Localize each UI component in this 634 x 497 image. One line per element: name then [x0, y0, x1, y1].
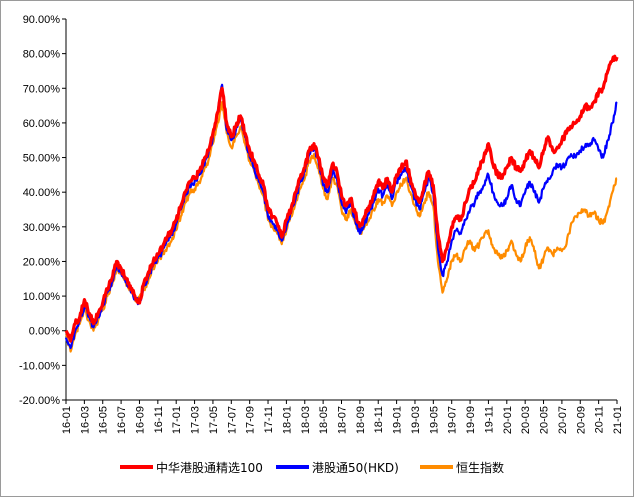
x-tick-label: 17-01 — [171, 406, 183, 434]
x-tick-label: 17-09 — [245, 406, 257, 434]
x-tick-label: 16-05 — [98, 406, 110, 434]
x-tick-label: 19-05 — [428, 406, 440, 434]
y-tick-label: 80.00% — [23, 49, 61, 61]
x-tick-label: 20-01 — [502, 406, 514, 434]
chart-legend: 中华港股通精选100 港股通50(HKD) 恒生指数 — [120, 460, 504, 475]
series-line-0 — [64, 54, 619, 343]
chart-axes: -20.00% -10.00% 0.00% 10.00% 20.00% 30.00% 40.… — [19, 14, 624, 434]
x-tick-label: 20-07 — [557, 406, 569, 434]
x-tick-label: 16-01 — [61, 406, 73, 434]
series-line-2 — [65, 101, 618, 353]
x-tick-label: 18-07 — [337, 406, 349, 434]
x-tick-label: 20-09 — [575, 406, 587, 434]
x-tick-label: 20-05 — [539, 406, 551, 434]
legend-label-2: 恒生指数 — [456, 460, 504, 475]
y-tick-label: 10.00% — [23, 291, 61, 303]
x-tick-label: 16-03 — [79, 406, 91, 434]
x-tick-label: 20-03 — [520, 406, 532, 434]
x-tick-label: 18-09 — [355, 406, 367, 434]
y-tick-label: 60.00% — [23, 118, 61, 130]
x-tick-label: 18-11 — [373, 406, 385, 433]
y-tick-label: 30.00% — [23, 222, 61, 234]
x-tick-label: 17-05 — [208, 406, 220, 434]
x-tick-label: 17-03 — [190, 406, 202, 434]
x-tick-label: 21-01 — [612, 406, 624, 434]
x-tick-label: 20-11 — [594, 406, 606, 433]
x-tick-label: 17-11 — [263, 406, 275, 433]
x-tick-label: 16-09 — [134, 406, 146, 434]
x-tick-label: 19-01 — [392, 406, 404, 434]
legend-label-1: 港股通50(HKD) — [312, 461, 399, 475]
y-tick-label: 50.00% — [23, 153, 61, 165]
y-tick-label: 70.00% — [23, 83, 61, 95]
x-tick-label: 19-03 — [410, 406, 422, 434]
y-tick-label: 90.00% — [23, 14, 61, 26]
x-tick-label: 16-07 — [116, 406, 128, 434]
x-tick-label: 19-07 — [447, 406, 459, 434]
x-tick-label: 18-03 — [300, 406, 312, 434]
y-tick-label: -10.00% — [19, 360, 60, 372]
y-tick-label: -20.00% — [19, 395, 60, 407]
y-tick-label: 0.00% — [29, 326, 60, 338]
x-tick-label: 18-05 — [318, 406, 330, 434]
x-tick-label: 17-07 — [226, 406, 238, 434]
y-tick-label: 20.00% — [23, 256, 61, 268]
series-line-1 — [64, 83, 618, 350]
x-tick-label: 16-11 — [153, 406, 165, 433]
x-tick-label: 18-01 — [281, 406, 293, 434]
legend-label-0: 中华港股通精选100 — [156, 460, 263, 475]
series-layer — [64, 54, 619, 353]
x-tick-label: 19-11 — [483, 406, 495, 433]
y-tick-label: 40.00% — [23, 187, 61, 199]
x-tick-label: 19-09 — [465, 406, 477, 434]
